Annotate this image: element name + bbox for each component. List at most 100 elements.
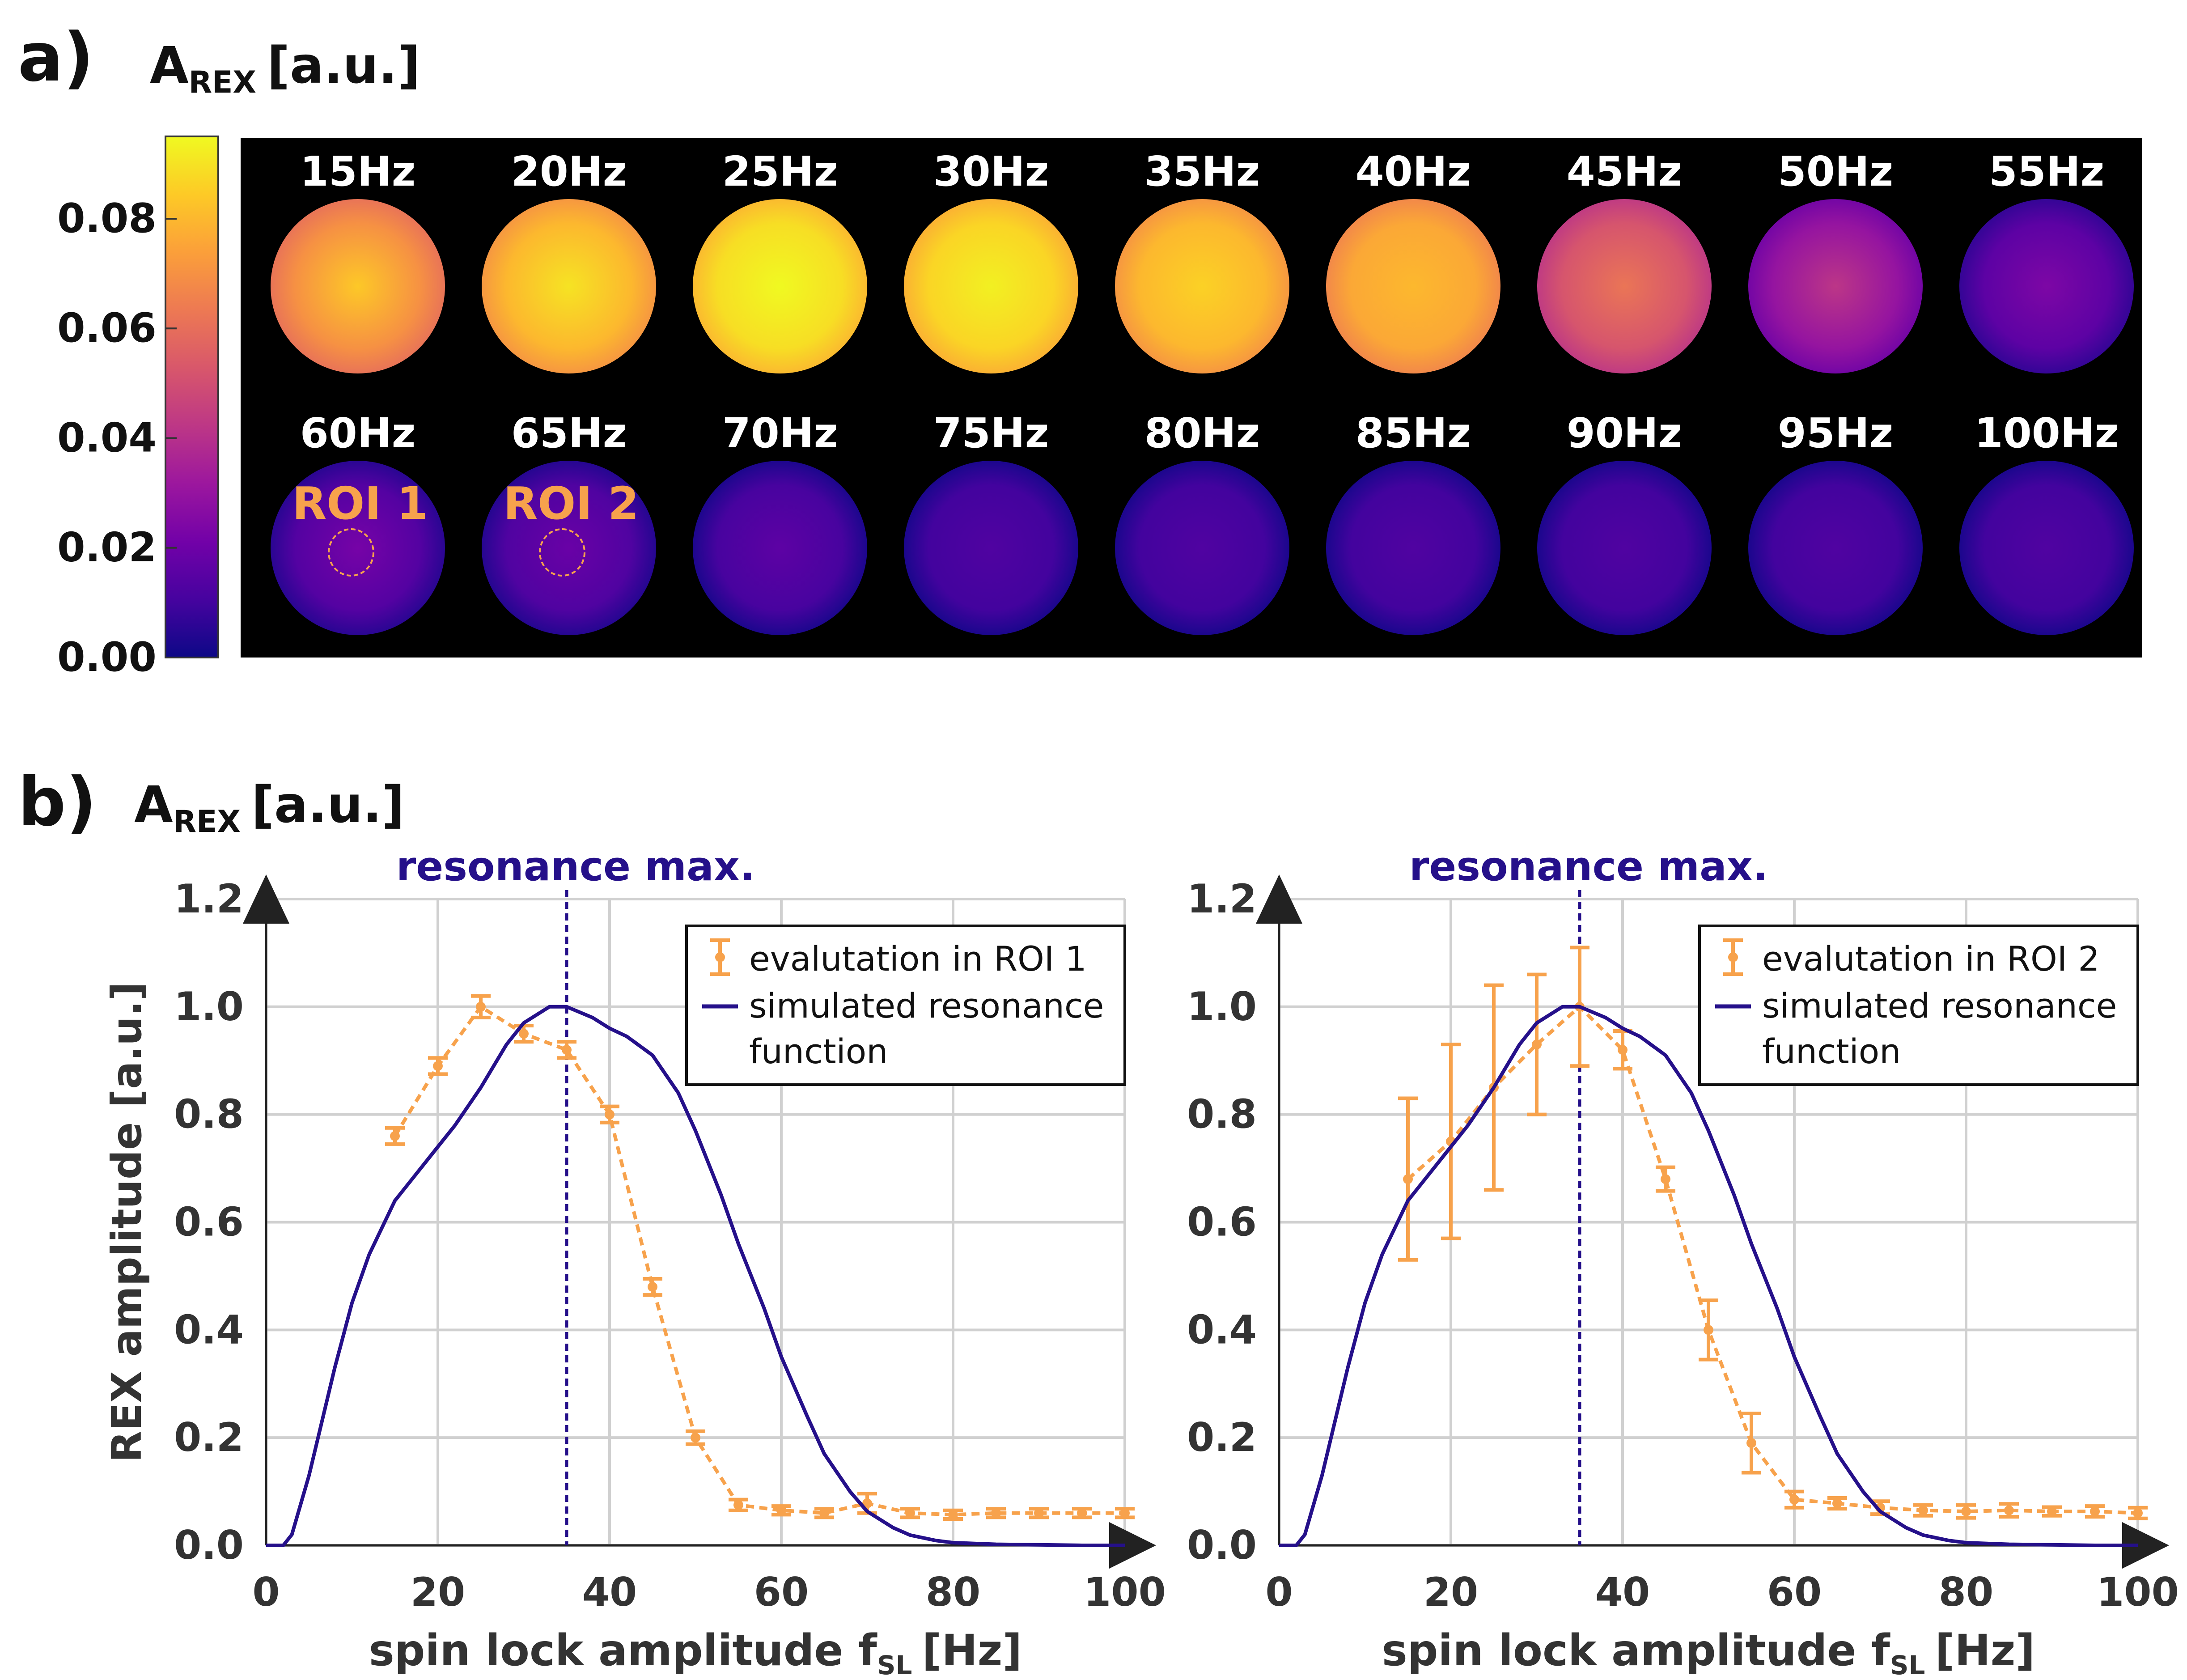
frequency-label: 100Hz xyxy=(1975,409,2119,457)
data-point xyxy=(648,1282,657,1292)
y-tick-label: 0.4 xyxy=(174,1307,244,1353)
panel-a: a) AREX [a.u.] 0.00 0.02 0.04 0.06 0.08 15Hz 2… xyxy=(18,19,2142,681)
data-point xyxy=(390,1131,400,1141)
phantom-image xyxy=(1326,199,1500,373)
error-bar xyxy=(1656,1165,1675,1193)
panel-a-quantity: AREX [a.u.] xyxy=(150,37,420,100)
panel-a-quantity-unit: [a.u.] xyxy=(267,37,420,95)
roi-1-outline xyxy=(328,528,374,577)
simulated-resonance-line xyxy=(1279,1005,2138,1547)
error-bar xyxy=(471,994,491,1019)
frequency-label: 40Hz xyxy=(1356,148,1471,195)
legend-label-measurement: evalutation in ROI 2 xyxy=(1762,939,2100,979)
y-tick-label: 0.0 xyxy=(1187,1522,1257,1568)
phantom-image xyxy=(1537,199,1712,373)
error-bar xyxy=(814,1507,834,1519)
x-tick-label: 20 xyxy=(411,1569,465,1615)
panel-b-label: b) xyxy=(18,764,97,841)
data-point xyxy=(605,1109,615,1120)
error-bar xyxy=(729,1498,748,1512)
y-axis-arrow xyxy=(1256,874,1302,924)
data-point xyxy=(433,1061,443,1071)
panel-b-quantity-main: A xyxy=(134,776,173,834)
frequency-label: 95Hz xyxy=(1778,409,1894,457)
colorbar-tick-label: 0.02 xyxy=(57,524,157,571)
legend-label-simulated-cont: function xyxy=(1762,1031,1901,1071)
y-tick-label: 0.2 xyxy=(1187,1414,1257,1460)
data-point xyxy=(862,1498,872,1509)
phantom-image xyxy=(1748,461,1923,635)
error-bar xyxy=(771,1504,791,1517)
frequency-label: 50Hz xyxy=(1778,148,1894,195)
frequency-label: 80Hz xyxy=(1144,409,1260,457)
error-bar xyxy=(1699,1298,1718,1362)
legend-label-simulated-cont: function xyxy=(749,1031,888,1071)
y-tick-label: 0.2 xyxy=(174,1414,244,1460)
data-point xyxy=(476,1001,486,1012)
legend-label-simulated: simulated resonance xyxy=(1762,986,2117,1026)
phantom-image xyxy=(1748,199,1923,373)
legend-label-simulated: simulated resonance xyxy=(749,986,1104,1026)
frequency-label: 90Hz xyxy=(1567,409,1683,457)
error-bar xyxy=(900,1507,920,1519)
y-tick-label: 0.6 xyxy=(174,1199,244,1245)
frequency-label: 55Hz xyxy=(1989,148,2105,195)
data-point xyxy=(562,1045,572,1055)
colorbar-tick-label: 0.06 xyxy=(57,305,157,352)
y-tick-label: 0.6 xyxy=(1187,1199,1257,1245)
resonance-max-title: resonance max. xyxy=(396,843,755,890)
y-tick-label: 0.8 xyxy=(1187,1091,1257,1137)
x-axis-arrow xyxy=(1109,1522,1156,1569)
data-point xyxy=(2004,1505,2014,1515)
error-bar xyxy=(2128,1506,2148,1520)
data-point xyxy=(819,1508,829,1518)
error-bar xyxy=(428,1056,448,1076)
error-bar xyxy=(1827,1496,1847,1511)
data-point xyxy=(1120,1508,1130,1518)
error-bar xyxy=(1072,1507,1092,1519)
frequency-label: 25Hz xyxy=(722,148,838,195)
error-bar xyxy=(1115,1507,1135,1519)
error-bar xyxy=(1398,1096,1418,1262)
phantom-image xyxy=(1115,199,1289,373)
x-axis-arrow xyxy=(2122,1522,2169,1569)
colorbar xyxy=(165,136,219,658)
frequency-label: 20Hz xyxy=(511,148,627,195)
panel-a-quantity-sub: REX xyxy=(189,65,256,100)
data-point xyxy=(991,1508,1001,1518)
colorbar-tick-label: 0.04 xyxy=(57,414,157,461)
data-point xyxy=(1618,1045,1628,1055)
error-bar xyxy=(943,1508,963,1521)
error-bar xyxy=(1956,1503,1976,1520)
data-point xyxy=(1704,1325,1713,1335)
chart-roi2: 0 20 40 60 80 100 0.0 0.2 0.4 0.6 0.8 1.0 1.2 spin lo… xyxy=(1187,843,2179,1680)
data-point xyxy=(1077,1508,1087,1518)
data-point xyxy=(2047,1506,2057,1517)
phantom-image xyxy=(693,461,867,635)
colorbar-tick-label: 0.08 xyxy=(57,195,157,242)
colorbar-ticks: 0.00 0.02 0.04 0.06 0.08 xyxy=(57,195,177,681)
frequency-label: 85Hz xyxy=(1356,409,1471,457)
x-tick-label: 0 xyxy=(1265,1569,1293,1615)
panel-a-quantity-main: A xyxy=(150,37,189,95)
phantom-image xyxy=(271,199,445,373)
phantom-image xyxy=(904,199,1078,373)
panel-b: b) AREX [a.u.] 0 20 40 60 80 100 0.0 0.2 0.4 0.6 0.… xyxy=(18,764,2179,1680)
chart-roi1: 0 20 40 60 80 100 0.0 0.2 0.4 0.6 0.8 1.0 1.2 spin lo… xyxy=(103,843,1166,1680)
resonance-max-title: resonance max. xyxy=(1409,843,1768,890)
legend-errorbar-point xyxy=(715,952,725,962)
error-bar xyxy=(1029,1507,1049,1519)
y-tick-label: 1.2 xyxy=(174,876,244,922)
legend-box xyxy=(1698,925,2139,1086)
panel-b-quantity: AREX [a.u.] xyxy=(134,776,405,840)
error-bar xyxy=(1742,1411,1761,1475)
y-tick-label: 1.2 xyxy=(1187,876,1257,922)
y-tick-label: 0.8 xyxy=(174,1091,244,1137)
phantom-image xyxy=(904,461,1078,635)
error-bar xyxy=(1613,1029,1632,1071)
frequency-label: 70Hz xyxy=(722,409,838,457)
error-bar xyxy=(986,1507,1006,1519)
phantom-image xyxy=(693,199,867,373)
error-bar xyxy=(2085,1504,2105,1519)
